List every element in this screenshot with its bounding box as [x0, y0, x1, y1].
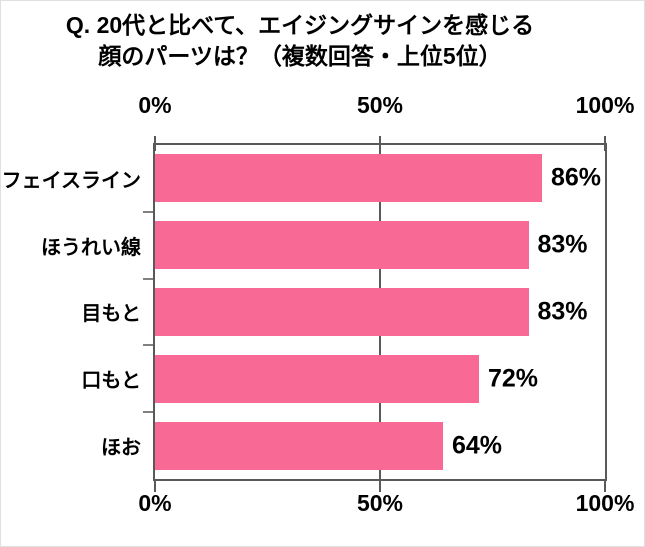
bar-1 [155, 221, 529, 270]
bar-value-label: 83% [537, 230, 588, 259]
chart-title-line1: Q. 20代と比べて、エイジングサインを感じる [65, 12, 535, 38]
x-axis-top-labels: 0% 50% 100% [138, 92, 634, 120]
x-tick-label-top: 100% [575, 92, 635, 118]
bar-4 [155, 421, 443, 470]
y-tick-mark [143, 411, 153, 414]
x-tick-label-top: 50% [356, 92, 404, 118]
x-tick-mark [154, 479, 156, 492]
bar-value-label: 83% [537, 297, 588, 326]
chart-title-line2: 顔のパーツは？（複数回答・上位5位） [98, 43, 502, 69]
bar-value-label: 64% [452, 431, 503, 460]
chart-title: Q. 20代と比べて、エイジングサインを感じる 顔のパーツは？（複数回答・上位5… [0, 10, 600, 72]
x-tick-label-bottom: 100% [575, 490, 635, 516]
category-label: ほお [101, 437, 141, 460]
x-tick-label-bottom: 50% [356, 490, 404, 516]
category-label: ほうれい線 [41, 236, 141, 259]
x-tick-mark [604, 479, 606, 492]
bar-3 [155, 354, 479, 403]
bar-value-label: 86% [551, 163, 602, 192]
y-tick-mark [143, 210, 153, 213]
y-tick-mark [143, 277, 153, 280]
category-label: フェイスライン [1, 169, 141, 192]
x-axis-bottom-labels: 0% 50% 100% [138, 490, 634, 518]
x-tick-label-bottom: 0% [138, 490, 172, 516]
x-tick-mark [379, 136, 381, 151]
x-tick-mark [379, 479, 381, 492]
y-tick-mark [143, 344, 153, 347]
bar-2 [155, 288, 529, 336]
x-tick-mark [604, 136, 606, 151]
bar-0 [155, 154, 542, 203]
category-labels: フェイスラインほうれい線目もと口もとほお [0, 145, 141, 479]
category-label: 口もと [81, 370, 141, 393]
plot-area: 86% 83% 83% 72% 64% [143, 136, 607, 492]
bar-value-label: 72% [488, 364, 539, 393]
category-label: 目もと [81, 303, 141, 326]
x-tick-mark [154, 136, 156, 151]
x-tick-label-top: 0% [138, 92, 172, 118]
